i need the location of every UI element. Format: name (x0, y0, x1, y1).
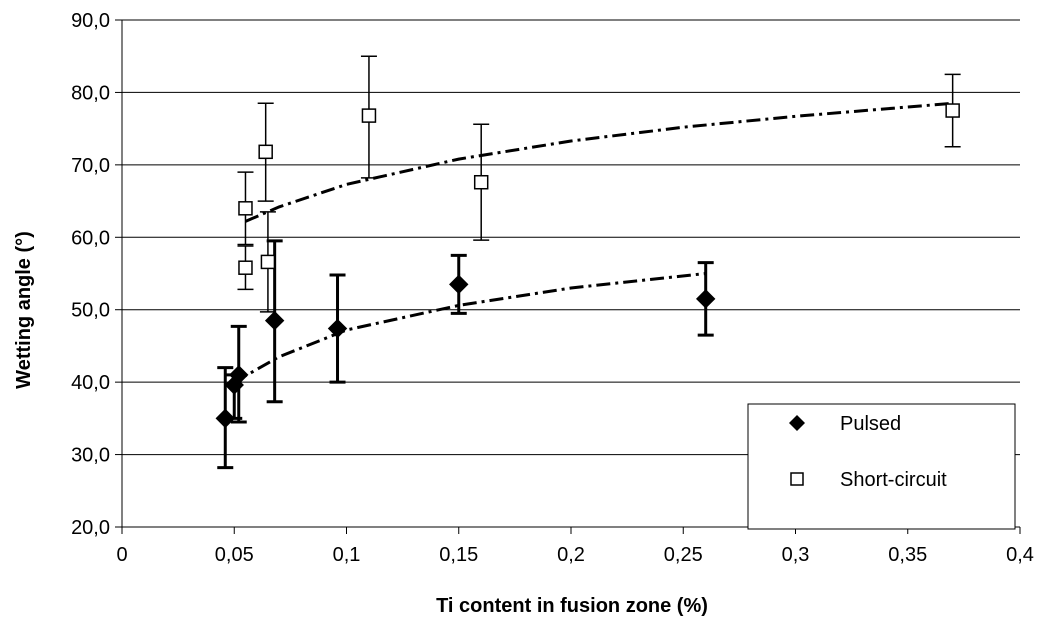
x-tick-label: 0 (116, 544, 127, 566)
gridlines (122, 19, 1020, 456)
x-tick-label: 0,05 (215, 544, 254, 566)
x-tick-label: 0,2 (557, 544, 585, 566)
y-tick-label: 40,0 (71, 372, 110, 394)
x-tick-labels: 0 0,05 0,1 0,15 0,2 0,25 0,3 0,35 0,4 (116, 544, 1033, 566)
legend-marker-pulsed (789, 415, 805, 431)
data-point-pulsed (215, 408, 235, 429)
x-tick-label: 0,1 (333, 544, 361, 566)
data-point-pulsed (327, 318, 348, 339)
data-point-short-circuit (361, 108, 377, 123)
trendlines (233, 101, 953, 384)
data-points (215, 103, 960, 429)
trendline-short-circuit (244, 101, 953, 223)
data-point-short-circuit (945, 103, 960, 118)
x-tick-label: 0,3 (782, 544, 810, 566)
legend-marker-short-circuit (790, 472, 804, 486)
legend-label-short-circuit: Short-circuit (840, 469, 947, 491)
y-tick-label: 30,0 (71, 445, 110, 467)
y-tick-label: 80,0 (71, 82, 110, 104)
x-tick-label: 0,25 (664, 544, 703, 566)
data-point-pulsed (695, 289, 716, 309)
data-point-short-circuit (260, 254, 276, 270)
x-tick-label: 0,15 (439, 544, 478, 566)
data-point-short-circuit (473, 174, 489, 190)
data-point-pulsed (229, 365, 249, 385)
x-axis-title: Ti content in fusion zone (%) (436, 595, 708, 617)
data-point-pulsed (264, 310, 285, 331)
x-tick-label: 0,35 (888, 544, 927, 566)
x-tick-label: 0,4 (1006, 544, 1034, 566)
y-tick-label: 70,0 (71, 155, 110, 177)
y-axis-title: Wetting angle (°) (13, 231, 35, 389)
legend-label-pulsed: Pulsed (840, 413, 901, 435)
legend-items: Pulsed Short-circuit (789, 413, 947, 491)
data-point-short-circuit (258, 144, 273, 160)
trendline-pulsed (233, 272, 706, 384)
data-point-short-circuit (238, 201, 253, 216)
y-tick-label: 20,0 (71, 517, 110, 539)
y-tick-label: 60,0 (71, 227, 110, 249)
y-tick-label: 50,0 (71, 300, 110, 322)
legend: Pulsed Short-circuit (747, 403, 1016, 530)
data-point-short-circuit (238, 260, 253, 275)
y-tick-labels: 20,0 30,0 40,0 50,0 60,0 70,0 80,0 90,0 (71, 10, 110, 539)
y-tick-label: 90,0 (71, 10, 110, 32)
data-point-pulsed (449, 274, 469, 295)
